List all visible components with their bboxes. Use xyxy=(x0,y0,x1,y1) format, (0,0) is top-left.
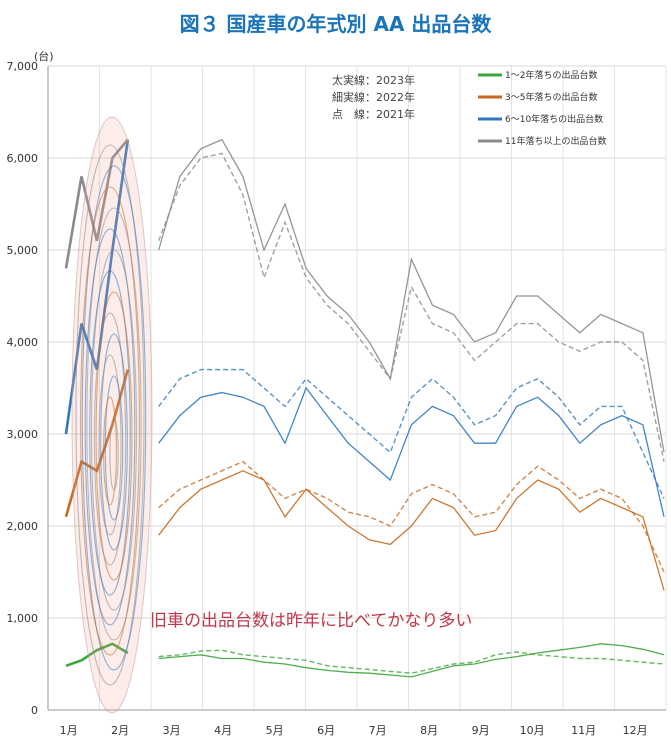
line-style-note: 細実線：2022年 xyxy=(332,90,415,104)
swirl-ring xyxy=(93,312,127,566)
chart-title: 図３ 国産車の年式別 AA 出品台数 xyxy=(179,12,492,36)
swirl-ring xyxy=(80,186,140,656)
series-2-2021-line xyxy=(158,368,665,499)
x-tick-label: 6月 xyxy=(317,724,335,737)
legend-entry: 6～10年落ちの出品台数 xyxy=(505,113,603,125)
x-tick-label: 1月 xyxy=(60,724,78,737)
swirl-ring xyxy=(84,228,136,626)
swirl-ring xyxy=(98,354,122,536)
x-tick-label: 7月 xyxy=(369,724,387,737)
swirl-ring xyxy=(81,165,147,671)
y-tick-label: 1,000 xyxy=(7,612,39,625)
x-tick-label: 2月 xyxy=(111,724,129,737)
y-axis: 0 1,000 2,000 3,000 4,000 5,000 6,000 7,000(台) xyxy=(7,49,54,717)
series-0-2021-line xyxy=(158,649,665,674)
x-tick-label: 10月 xyxy=(520,724,545,737)
swirl-ring xyxy=(89,270,131,596)
swirl-ellipse xyxy=(71,116,153,714)
swirl-ring xyxy=(75,144,145,686)
legend-entry: 1～2年落ちの出品台数 xyxy=(505,69,597,81)
y-tick-label: 0 xyxy=(31,704,38,717)
x-tick-label: 9月 xyxy=(472,724,490,737)
swirl-ring xyxy=(86,207,142,641)
y-tick-label: 6,000 xyxy=(7,152,39,165)
y-tick-label: 5,000 xyxy=(7,244,39,257)
y-tick-label: 3,000 xyxy=(7,428,39,441)
legend-entry: 3～5年落ちの出品台数 xyxy=(505,91,597,103)
swirl-ring xyxy=(95,291,133,581)
swirl-ring xyxy=(90,249,138,611)
swirl-ring xyxy=(109,417,119,491)
x-tick-label: 5月 xyxy=(266,724,284,737)
series-1-2021-line xyxy=(158,460,665,573)
series-lines xyxy=(64,138,665,678)
x-tick-label: 12月 xyxy=(623,724,648,737)
line-style-note: 点 線：2021年 xyxy=(332,107,415,121)
legend-entry: 11年落ち以上の出品台数 xyxy=(505,135,606,147)
swirl-ring xyxy=(104,375,124,521)
swirl-decoration xyxy=(71,116,153,714)
x-tick-label: 8月 xyxy=(420,724,438,737)
series-1-2022-line xyxy=(158,470,665,591)
series-0-2022-line xyxy=(158,643,665,678)
y-tick-label: 7,000 xyxy=(7,60,39,73)
swirl-ring xyxy=(100,333,128,551)
legend: 1～2年落ちの出品台数 3～5年落ちの出品台数 6～10年落ちの出品台数 11年落ち以… xyxy=(478,69,606,147)
line-style-note: 太実線：2023年 xyxy=(332,73,415,87)
y-unit-label: (台) xyxy=(34,49,54,63)
series-3-2022-line xyxy=(158,138,665,453)
chart-annotation: 旧車の出品台数は昨年に比べてかなり多い xyxy=(150,611,472,631)
x-tick-label: 3月 xyxy=(163,724,181,737)
y-tick-label: 2,000 xyxy=(7,520,39,533)
y-tick-label: 4,000 xyxy=(7,336,39,349)
x-tick-label: 4月 xyxy=(214,724,232,737)
x-tick-label: 11月 xyxy=(571,724,596,737)
swirl-ring xyxy=(103,396,117,506)
series-3-2021-line xyxy=(158,152,665,462)
x-axis: 1月 2月 3月 4月 5月 6月 7月 8月 9月 10月 11月 12月 xyxy=(48,709,666,737)
series-2-2022-line xyxy=(158,386,665,517)
